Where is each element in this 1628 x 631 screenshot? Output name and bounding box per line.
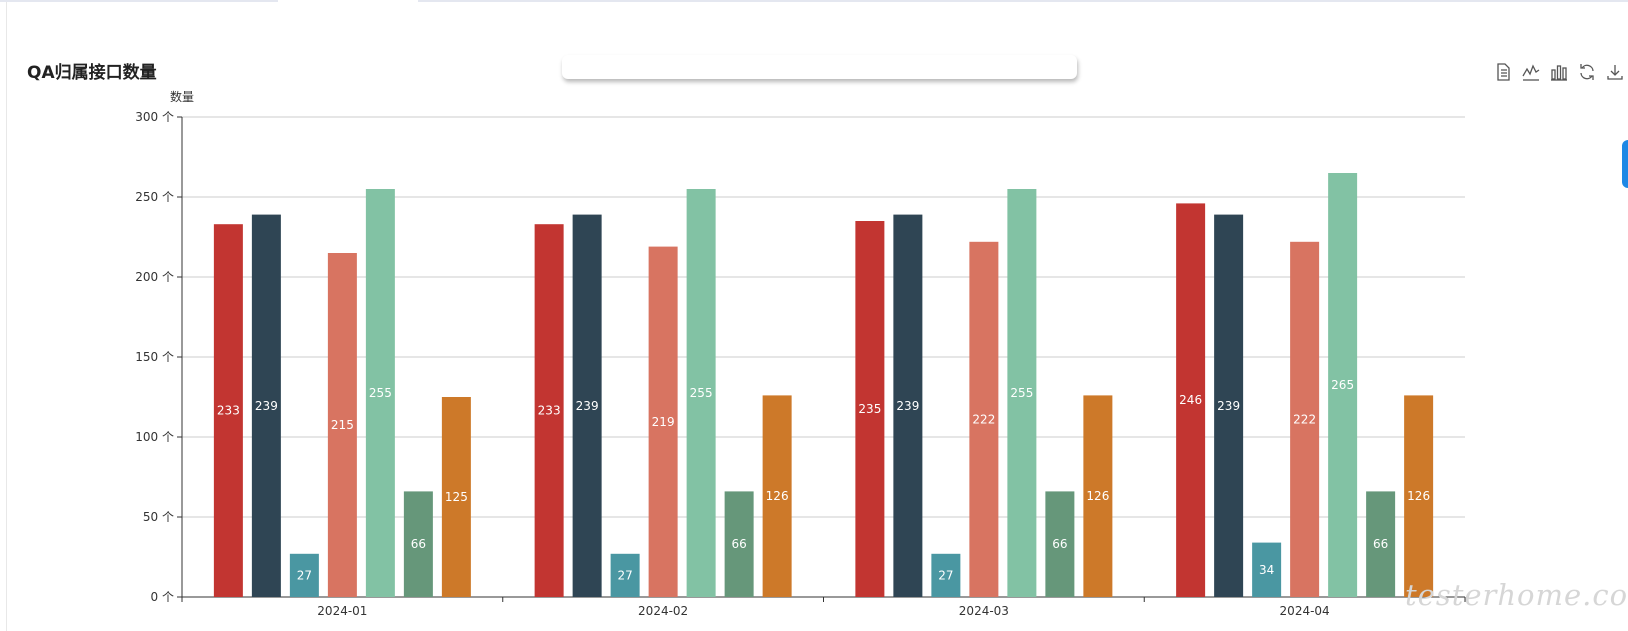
bar: [1404, 395, 1434, 597]
y-axis-name: 数量: [170, 89, 194, 104]
bar-value-label: 233: [538, 404, 561, 418]
bar-value-label: 215: [331, 418, 354, 432]
line-chart-icon[interactable]: [1520, 61, 1542, 83]
bar: [1252, 542, 1282, 597]
watermark: testerhome.com: [1405, 578, 1628, 612]
x-tick-label: 2024-03: [959, 604, 1009, 618]
bar-value-label: 255: [369, 386, 392, 400]
side-panel-handle[interactable]: [1622, 140, 1628, 188]
y-tick-label: 0 个: [151, 590, 174, 604]
bar: [1007, 189, 1037, 597]
bar: [855, 221, 885, 597]
bar-value-label: 265: [1331, 378, 1354, 392]
bar-value-label: 219: [652, 415, 675, 429]
x-tick-label: 2024-04: [1280, 604, 1330, 618]
bar-value-label: 126: [766, 489, 789, 503]
y-tick-label: 100 个: [135, 430, 174, 444]
y-tick-label: 300 个: [135, 110, 174, 124]
x-tick-label: 2024-02: [638, 604, 688, 618]
bar-value-label: 255: [1010, 386, 1033, 400]
bar: [1083, 395, 1113, 597]
bar: [610, 553, 640, 597]
bar-value-label: 239: [1217, 399, 1240, 413]
bar: [289, 553, 319, 597]
chart-toolbox: [1492, 61, 1626, 83]
bar-value-label: 125: [445, 490, 468, 504]
bar: [365, 189, 395, 597]
bar-value-label: 233: [217, 404, 240, 418]
download-icon[interactable]: [1604, 61, 1626, 83]
bar-value-label: 126: [1086, 489, 1109, 503]
bar: [327, 253, 357, 597]
bar-value-label: 34: [1259, 563, 1274, 577]
y-tick-label: 50 个: [143, 510, 174, 524]
bar-value-label: 239: [576, 399, 599, 413]
bar: [893, 214, 923, 597]
bar: [1214, 214, 1244, 597]
bar-value-label: 222: [1293, 412, 1316, 426]
top-strip: [0, 0, 1628, 2]
bar: [724, 491, 754, 597]
bar-chart-icon[interactable]: [1548, 61, 1570, 83]
bar: [969, 241, 999, 598]
bar: [572, 214, 602, 597]
bar: [648, 246, 678, 597]
bar: [534, 224, 564, 597]
bar: [686, 189, 716, 597]
bar: [1290, 241, 1320, 598]
chart-title: QA归属接口数量: [27, 63, 157, 83]
legend[interactable]: [562, 55, 1077, 79]
bar-value-label: 222: [972, 412, 995, 426]
y-tick-label: 150 个: [135, 350, 174, 364]
bar-value-label: 27: [617, 568, 632, 582]
x-tick-label: 2024-01: [317, 604, 367, 618]
bar-value-label: 246: [1179, 393, 1202, 407]
y-tick-label: 250 个: [135, 190, 174, 204]
bar: [931, 553, 961, 597]
panel-border: [6, 2, 7, 631]
bar: [1366, 491, 1396, 597]
bar-value-label: 66: [1373, 537, 1388, 551]
bar: [1045, 491, 1075, 597]
active-tab-indicator[interactable]: [278, 0, 418, 3]
bar-value-label: 66: [731, 537, 746, 551]
bar: [403, 491, 433, 597]
bar: [762, 395, 792, 597]
bar-value-label: 126: [1407, 489, 1430, 503]
data-view-icon[interactable]: [1492, 61, 1514, 83]
bar: [1328, 173, 1358, 597]
restore-icon[interactable]: [1576, 61, 1598, 83]
bar: [251, 214, 281, 597]
bar: [1176, 203, 1206, 597]
bar-value-label: 235: [858, 402, 881, 416]
bar-value-label: 66: [411, 537, 426, 551]
bar-value-label: 255: [690, 386, 713, 400]
bar-value-label: 27: [297, 568, 312, 582]
bar: [213, 224, 243, 597]
y-tick-label: 200 个: [135, 270, 174, 284]
bar-value-label: 239: [255, 399, 278, 413]
bar: [441, 397, 471, 597]
bar-value-label: 239: [896, 399, 919, 413]
bar-value-label: 66: [1052, 537, 1067, 551]
bar-value-label: 27: [938, 568, 953, 582]
